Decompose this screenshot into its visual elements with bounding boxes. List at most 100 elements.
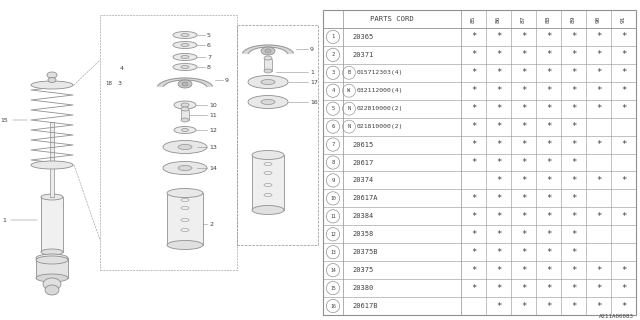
Ellipse shape	[181, 44, 189, 46]
Text: *: *	[621, 104, 626, 113]
Text: 15: 15	[330, 285, 336, 291]
Ellipse shape	[41, 194, 63, 200]
Text: 10: 10	[330, 196, 336, 201]
Text: *: *	[571, 86, 576, 95]
Ellipse shape	[43, 278, 61, 290]
Ellipse shape	[182, 129, 189, 132]
Ellipse shape	[181, 107, 189, 111]
Text: 2: 2	[332, 52, 335, 57]
Bar	[264, 59, 272, 71]
Text: 20375B: 20375B	[353, 249, 378, 255]
Text: *: *	[571, 301, 576, 310]
Text: 87: 87	[521, 15, 526, 23]
Text: *: *	[571, 50, 576, 59]
Text: *: *	[546, 140, 551, 149]
Text: *: *	[571, 212, 576, 221]
Ellipse shape	[261, 79, 275, 84]
Text: *: *	[596, 32, 601, 41]
Text: *: *	[546, 50, 551, 59]
Text: *: *	[546, 86, 551, 95]
Text: 13: 13	[330, 250, 336, 255]
Text: 8: 8	[207, 65, 211, 69]
Text: *: *	[496, 32, 501, 41]
Text: N: N	[348, 124, 351, 129]
Ellipse shape	[41, 249, 63, 255]
Text: 20617A: 20617A	[353, 196, 378, 201]
Text: *: *	[521, 248, 526, 257]
Text: 1: 1	[2, 218, 6, 222]
Text: 8: 8	[332, 160, 335, 165]
Text: *: *	[471, 140, 476, 149]
Text: *: *	[471, 158, 476, 167]
Text: *: *	[571, 194, 576, 203]
Text: *: *	[596, 140, 601, 149]
Text: *: *	[521, 122, 526, 131]
Ellipse shape	[264, 69, 272, 73]
Ellipse shape	[261, 47, 275, 55]
Text: *: *	[471, 266, 476, 275]
Text: *: *	[571, 248, 576, 257]
Ellipse shape	[45, 285, 59, 295]
Text: *: *	[496, 301, 501, 310]
Text: *: *	[496, 140, 501, 149]
Text: *: *	[596, 176, 601, 185]
Text: *: *	[596, 68, 601, 77]
Text: *: *	[571, 68, 576, 77]
Text: 90: 90	[596, 15, 601, 23]
Text: *: *	[521, 158, 526, 167]
Text: *: *	[596, 301, 601, 310]
Text: *: *	[471, 230, 476, 239]
Text: *: *	[496, 266, 501, 275]
Text: 3: 3	[332, 70, 335, 75]
Text: 20358: 20358	[353, 231, 374, 237]
Text: *: *	[496, 122, 501, 131]
Text: *: *	[521, 266, 526, 275]
Text: 14: 14	[209, 165, 217, 171]
Text: *: *	[596, 86, 601, 95]
Text: *: *	[496, 230, 501, 239]
Ellipse shape	[167, 241, 203, 250]
Ellipse shape	[178, 165, 192, 171]
Text: 89: 89	[571, 15, 576, 23]
Text: *: *	[571, 176, 576, 185]
Ellipse shape	[178, 80, 192, 88]
Bar	[50, 122, 54, 197]
Ellipse shape	[248, 95, 288, 108]
Text: 88: 88	[546, 15, 551, 23]
Text: W: W	[348, 88, 351, 93]
Text: *: *	[546, 194, 551, 203]
Text: 16: 16	[330, 304, 336, 308]
Text: *: *	[521, 32, 526, 41]
Text: *: *	[596, 266, 601, 275]
Text: *: *	[621, 50, 626, 59]
Text: 11: 11	[209, 113, 217, 117]
Text: *: *	[521, 230, 526, 239]
Text: *: *	[596, 50, 601, 59]
Text: 5: 5	[207, 33, 211, 37]
Ellipse shape	[248, 76, 288, 89]
Text: *: *	[596, 212, 601, 221]
Text: *: *	[621, 301, 626, 310]
Ellipse shape	[181, 66, 189, 68]
Text: *: *	[571, 230, 576, 239]
Ellipse shape	[173, 63, 197, 70]
Text: 20374: 20374	[353, 178, 374, 183]
Ellipse shape	[174, 101, 196, 109]
Text: *: *	[471, 86, 476, 95]
Bar	[252, 155, 284, 210]
Text: 1: 1	[332, 35, 335, 39]
Text: *: *	[496, 104, 501, 113]
Text: *: *	[621, 176, 626, 185]
Text: B: B	[348, 70, 351, 75]
Text: 032112000(4): 032112000(4)	[357, 88, 403, 93]
Text: *: *	[571, 158, 576, 167]
Text: *: *	[471, 122, 476, 131]
Text: 12: 12	[209, 127, 217, 132]
Ellipse shape	[181, 55, 189, 59]
Text: *: *	[546, 266, 551, 275]
Ellipse shape	[36, 256, 68, 264]
Text: *: *	[621, 266, 626, 275]
Text: *: *	[621, 86, 626, 95]
Bar	[41, 197, 63, 252]
Ellipse shape	[178, 145, 192, 149]
